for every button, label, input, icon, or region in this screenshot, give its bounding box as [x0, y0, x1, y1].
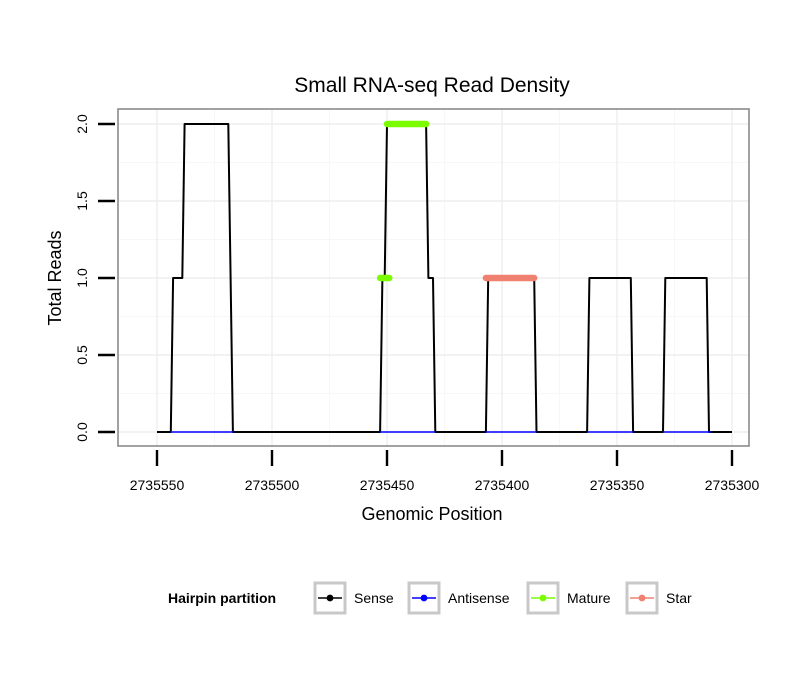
x-axis: 2735550 2735500 2735450 2735400 2735350 27353… — [130, 450, 760, 493]
legend-label-mature: Mature — [567, 590, 611, 606]
legend-label-star: Star — [666, 590, 692, 606]
chart-title: Small RNA-seq Read Density — [294, 74, 570, 97]
y-axis-title: Total Reads — [45, 230, 65, 325]
y-tick-label: 1.0 — [74, 268, 90, 288]
y-tick-label: 1.5 — [74, 191, 90, 211]
x-axis-title: Genomic Position — [361, 504, 502, 524]
legend-key-point-star — [638, 594, 646, 602]
legend-key-point-mature — [539, 594, 547, 602]
y-axis: 0.0 0.5 1.0 1.5 2.0 — [74, 114, 115, 442]
x-tick-label: 2735350 — [590, 477, 645, 493]
legend: Hairpin partition Sense Antisense Mature St… — [168, 581, 692, 615]
series-layer — [157, 120, 732, 433]
x-tick-label: 2735500 — [245, 477, 300, 493]
x-tick-label: 2735550 — [130, 477, 185, 493]
legend-label-antisense: Antisense — [448, 590, 510, 606]
x-tick-label: 2735450 — [360, 477, 415, 493]
x-tick-label: 2735400 — [475, 477, 530, 493]
legend-label-sense: Sense — [354, 590, 394, 606]
legend-title: Hairpin partition — [168, 590, 276, 606]
y-tick-label: 0.0 — [74, 422, 90, 442]
y-tick-label: 0.5 — [74, 345, 90, 365]
x-tick-label: 2735300 — [705, 477, 760, 493]
legend-key-point-antisense — [420, 594, 428, 602]
plot-panel-border — [117, 108, 750, 447]
legend-key-point-sense — [326, 594, 334, 602]
series-sense-line — [157, 123, 732, 433]
y-tick-label: 2.0 — [74, 114, 90, 134]
grid — [118, 109, 749, 446]
